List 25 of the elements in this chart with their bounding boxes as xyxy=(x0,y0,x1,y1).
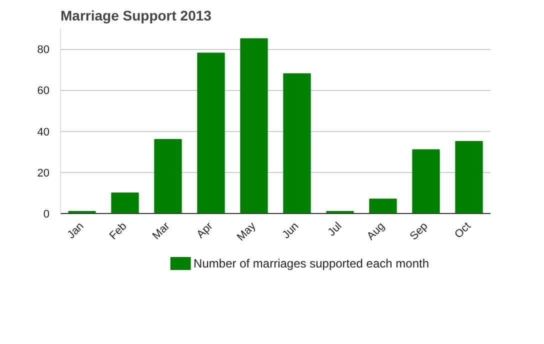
bar xyxy=(154,139,182,214)
x-tick-label: Jan xyxy=(65,220,86,242)
x-tick-label: Mar xyxy=(150,220,172,242)
x-tick-label: Sep xyxy=(408,220,430,243)
legend-label: Number of marriages supported each month xyxy=(194,256,430,270)
x-tick-label: Apr xyxy=(194,220,216,241)
bar xyxy=(283,73,311,214)
bar xyxy=(412,149,440,214)
y-tick-label: 40 xyxy=(37,126,50,138)
x-tick-label: Jun xyxy=(280,220,302,242)
x-tick-label: May xyxy=(235,220,259,244)
bar xyxy=(455,141,483,214)
x-tick-label: Feb xyxy=(107,220,130,242)
bar xyxy=(111,192,139,214)
y-tick-label: 0 xyxy=(43,208,50,220)
bar xyxy=(369,198,397,214)
bar xyxy=(197,52,225,214)
y-tick-label: 80 xyxy=(37,44,50,56)
chart-title: Marriage Support 2013 xyxy=(60,8,212,24)
bar xyxy=(240,38,268,214)
y-tick-label: 20 xyxy=(37,167,50,180)
y-tick-label: 60 xyxy=(37,85,50,98)
x-tick-label: Jul xyxy=(326,220,344,239)
x-tick-label: Aug xyxy=(364,220,388,243)
x-tick-label: Oct xyxy=(452,220,474,241)
